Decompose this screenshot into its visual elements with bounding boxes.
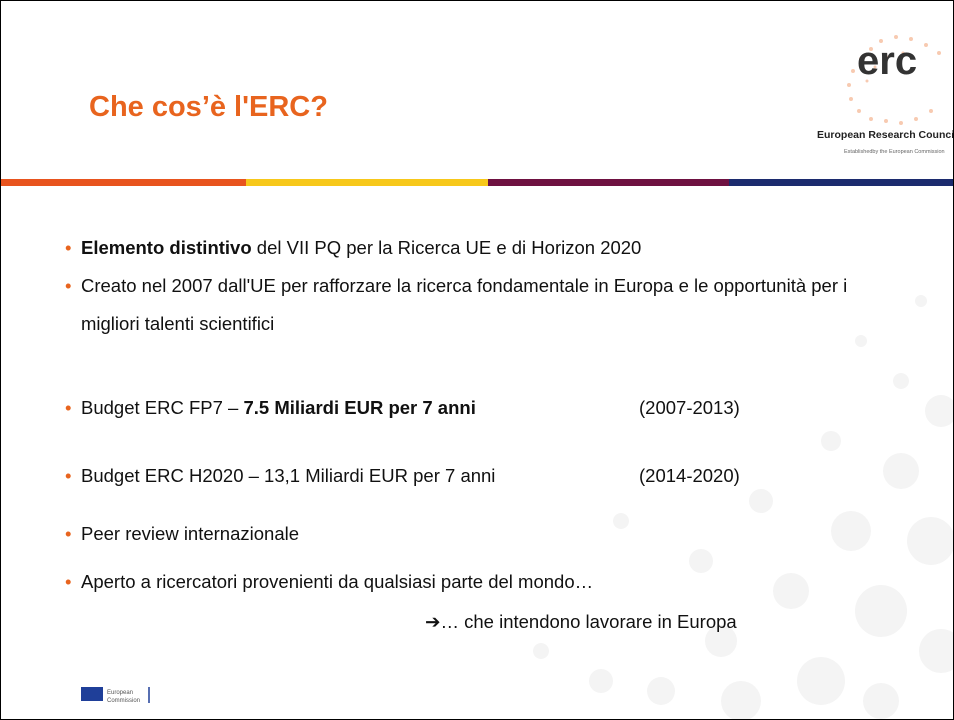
logo-name: European Research Council	[817, 129, 954, 141]
bold-text: Elemento distintivo	[81, 237, 252, 258]
bullet-dot: •	[65, 389, 71, 427]
bullet-text: Aperto a ricercatori provenienti da qual…	[65, 563, 855, 601]
bullet-text: Creato nel 2007 dall'UE per rafforzare l…	[65, 267, 855, 343]
text: Aperto a ricercatori provenienti da qual…	[81, 571, 593, 592]
bullet: • Budget ERC FP7 – 7.5 Miliardi EUR per 7…	[65, 389, 855, 427]
bullet-dot: •	[65, 457, 71, 495]
text: del VII PQ per la Ricerca UE e di Horizo…	[252, 237, 642, 258]
bullet-dot: •	[65, 229, 71, 267]
bold-text: 7.5 Miliardi EUR per 7 anni	[243, 397, 475, 418]
logo-mark: erc	[857, 39, 917, 84]
bullet: •Elemento distintivo del VII PQ per la R…	[65, 229, 855, 267]
color-band	[1, 179, 953, 186]
bullet: • Aperto a ricercatori provenienti da qua…	[65, 563, 855, 601]
eu-flag	[81, 687, 103, 701]
footer-logo-text: European Commission	[107, 689, 147, 705]
date: (2014-2020)	[639, 457, 740, 495]
bullet-dot: •	[65, 563, 71, 601]
slide-title: Che cos’è l'ERC?	[89, 91, 328, 124]
logo-tagline: Establishedby the European Commission	[844, 149, 945, 155]
bullet-text: Peer review internazionale	[65, 515, 855, 553]
conclusion: ➔… che intendono lavorare in Europa	[425, 611, 737, 633]
text: Budget ERC H2020 – 13,1 Miliardi EUR per…	[81, 465, 495, 486]
bullet-text: Elemento distintivo del VII PQ per la Ri…	[65, 229, 855, 267]
bullet-dot: •	[65, 267, 71, 305]
bullet: • Peer review internazionale	[65, 515, 855, 553]
bullet-dot: •	[65, 515, 71, 553]
text: Budget ERC FP7 –	[81, 397, 243, 418]
slide: erc European Research Council Establishe…	[0, 0, 954, 720]
date: (2007-2013)	[639, 389, 740, 427]
bullet: • Creato nel 2007 dall'UE per rafforzare …	[65, 267, 855, 343]
text: Creato nel 2007 dall'UE per rafforzare l…	[81, 275, 847, 334]
text: Peer review internazionale	[81, 523, 299, 544]
bullet: • Budget ERC H2020 – 13,1 Miliardi EUR pe…	[65, 457, 855, 495]
